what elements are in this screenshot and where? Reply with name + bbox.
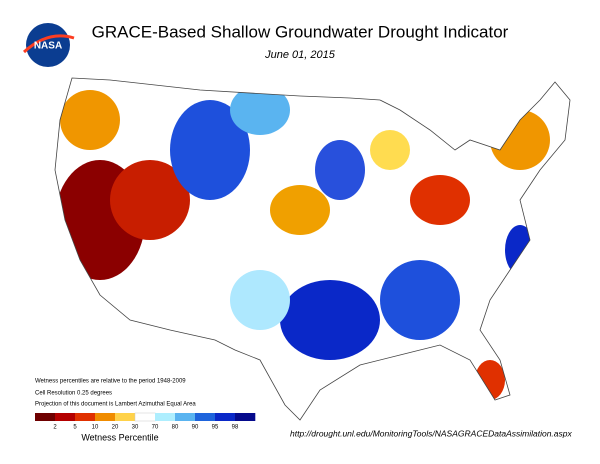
legend-title: Wetness Percentile: [81, 432, 158, 442]
region: [230, 85, 290, 135]
legend-tick-label: 80: [172, 425, 179, 431]
logo-disc: [26, 23, 70, 67]
legend-swatch: [195, 413, 216, 421]
region: [230, 270, 290, 330]
region: [170, 100, 250, 200]
title: GRACE-Based Shallow Groundwater Drought …: [92, 22, 509, 41]
legend-swatch: [75, 413, 96, 421]
note: Cell Resolution 0.25 degrees: [35, 391, 112, 397]
source-url: http://drought.unl.edu/MonitoringTools/N…: [290, 428, 572, 438]
legend-tick-label: 98: [232, 425, 239, 431]
legend-swatch: [134, 412, 156, 422]
legend-swatch: [175, 413, 196, 421]
legend: 2 5 10 20 30 70 80 90 95 98: [35, 412, 256, 431]
region: [270, 185, 330, 235]
note: Wetness percentiles are relative to the …: [35, 379, 186, 385]
legend-swatch: [215, 413, 236, 421]
map: [55, 78, 570, 420]
legend-tick-label: 30: [132, 425, 139, 431]
legend-swatch: [35, 413, 56, 421]
region: [475, 360, 505, 400]
legend-swatch: [95, 413, 116, 421]
logo-text: NASA: [34, 41, 62, 52]
legend-swatch: [115, 413, 136, 421]
region: [370, 130, 410, 170]
logo: NASA: [22, 23, 75, 67]
legend-tick-label: 10: [92, 425, 99, 431]
region: [410, 175, 470, 225]
note: Projection of this document is Lambert A…: [35, 402, 196, 408]
region: [315, 140, 365, 200]
legend-tick-label: 20: [112, 425, 119, 431]
region: [490, 110, 550, 170]
legend-tick-label: 90: [192, 425, 199, 431]
logo-swoosh: [22, 34, 75, 54]
legend-swatch: [235, 413, 256, 421]
region: [380, 260, 460, 340]
legend-swatch: [155, 413, 176, 421]
legend-tick-label: 95: [212, 425, 219, 431]
us-outline: [54, 77, 571, 421]
region: [505, 225, 535, 275]
date: June 01, 2015: [264, 49, 336, 61]
legend-swatch: [55, 413, 76, 421]
legend-tick-label: 5: [73, 425, 77, 431]
region: [60, 90, 120, 150]
region: [280, 280, 380, 360]
legend-tick-label: 2: [53, 425, 57, 431]
region: [110, 160, 190, 240]
legend-tick-label: 70: [152, 425, 159, 431]
